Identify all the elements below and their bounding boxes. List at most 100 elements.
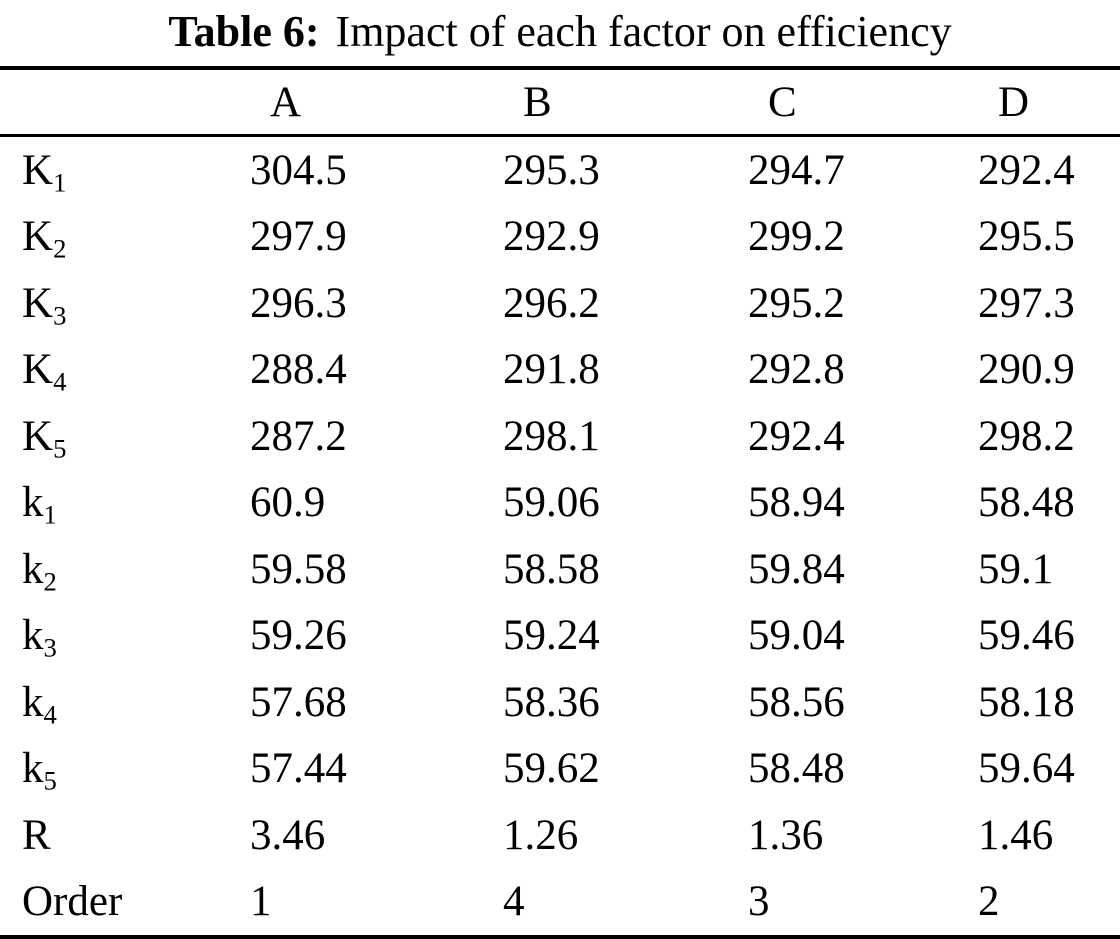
cell-value: 59.58 [250,545,347,593]
row-label: k4 [22,678,250,728]
row-label: K3 [22,279,250,329]
cell-value: 59.46 [978,612,1075,660]
cell-value: 290.9 [978,346,1075,394]
row-label-text: K [22,279,54,327]
table-row: Order 1 4 3 2 [0,869,1120,936]
cell-value: 60.9 [250,479,326,527]
row-label-text: K [22,346,54,394]
row-label-text: K [22,213,54,261]
row-label: R [22,814,250,857]
table-row: k4 57.68 58.36 58.56 58.18 [0,669,1120,736]
table-caption-label: Table 6: [168,7,320,56]
cell-value: 295.3 [503,146,600,194]
row-label-text: K [22,412,54,460]
row-label-text: k [22,678,44,726]
row-label: K5 [22,412,250,462]
table-row: k5 57.44 59.62 58.48 59.64 [0,736,1120,803]
row-label-text: k [22,479,44,527]
cell-value: 1.36 [748,811,824,859]
row-label-subscript: 3 [43,632,57,663]
row-label-subscript: 4 [53,366,67,397]
cell-value: 58.48 [978,479,1075,527]
cell-value: 287.2 [250,412,347,460]
cell-value: 298.2 [978,412,1075,460]
cell-value: 295.5 [978,213,1075,261]
table-caption: Table 6: Impact of each factor on efficie… [0,0,1120,66]
row-label-text: Order [22,878,123,926]
cell-value: 59.04 [748,612,845,660]
cell-value: 59.26 [250,612,347,660]
cell-value: 58.58 [503,545,600,593]
row-label-subscript: 1 [43,499,57,530]
table-caption-text: Impact of each factor on efficiency [335,7,952,56]
cell-value: 294.7 [748,146,845,194]
cell-value: 288.4 [250,346,347,394]
cell-value: 4 [503,878,525,926]
column-header: A [270,78,302,126]
cell-value: 292.4 [978,146,1075,194]
cell-value: 59.24 [503,612,600,660]
row-label: k2 [22,545,250,595]
table-row: K5 287.2 298.1 292.4 298.2 [0,403,1120,470]
table-row: K4 288.4 291.8 292.8 290.9 [0,337,1120,404]
table-row: k2 59.58 58.58 59.84 59.1 [0,536,1120,603]
cell-value: 1 [250,878,272,926]
row-label: k1 [22,479,250,528]
cell-value: 59.06 [503,479,600,527]
table-row: K2 297.9 292.9 299.2 295.5 [0,204,1120,271]
table-header-row: A B C D [0,70,1120,137]
row-label: k5 [22,745,250,794]
row-label-text: k [22,545,44,593]
cell-value: 58.94 [748,479,845,527]
cell-value: 58.18 [978,678,1075,726]
cell-value: 292.4 [748,412,845,460]
column-header: B [523,78,552,126]
cell-value: 299.2 [748,213,845,261]
cell-value: 2 [978,878,1000,926]
row-label-text: k [22,745,44,793]
row-label-subscript: 5 [43,765,57,796]
cell-value: 297.9 [250,213,347,261]
table-row: R 3.46 1.26 1.36 1.46 [0,802,1120,869]
cell-value: 3 [748,878,770,926]
row-label: K4 [22,346,250,395]
cell-value: 304.5 [250,146,347,194]
cell-value: 291.8 [503,346,600,394]
row-label: K1 [22,149,250,196]
row-label-subscript: 3 [53,300,67,331]
cell-value: 57.44 [250,745,347,793]
row-label-subscript: 2 [43,566,57,597]
cell-value: 296.2 [503,279,600,327]
row-label-text: k [22,612,44,660]
row-label: K2 [22,213,250,262]
cell-value: 292.9 [503,213,600,261]
cell-value: 296.3 [250,279,347,327]
cell-value: 58.48 [748,745,845,793]
table-body: K1 304.5 295.3 294.7 292.4 K2 297.9 292.9 299… [0,137,1120,935]
cell-value: 298.1 [503,412,600,460]
table-row: K3 296.3 296.2 295.2 297.3 [0,270,1120,337]
column-header: C [768,78,797,126]
cell-value: 1.46 [978,811,1054,859]
cell-value: 59.62 [503,745,600,793]
row-label: Order [22,880,250,923]
row-label: k3 [22,612,250,661]
cell-value: 59.64 [978,745,1075,793]
cell-value: 3.46 [250,811,326,859]
cell-value: 59.84 [748,545,845,593]
table-row: K1 304.5 295.3 294.7 292.4 [0,137,1120,204]
cell-value: 295.2 [748,279,845,327]
row-label-subscript: 5 [53,433,67,464]
row-label-subscript: 2 [53,233,67,264]
column-header: D [998,78,1030,126]
row-label-text: R [22,811,51,859]
cell-value: 1.26 [503,811,579,859]
cell-value: 292.8 [748,346,845,394]
row-label-subscript: 4 [43,699,57,730]
table-row: k3 59.26 59.24 59.04 59.46 [0,603,1120,670]
cell-value: 297.3 [978,279,1075,327]
row-label-subscript: 1 [53,167,67,198]
cell-value: 57.68 [250,678,347,726]
